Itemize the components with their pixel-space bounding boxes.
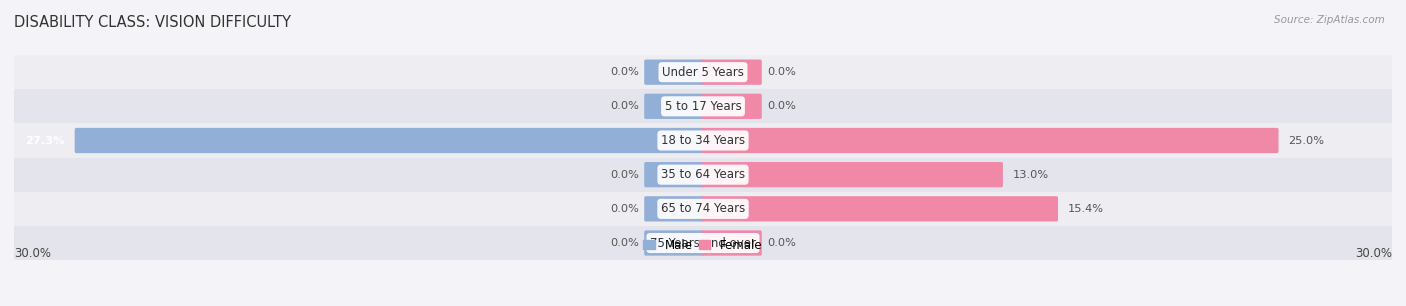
Text: 15.4%: 15.4% — [1069, 204, 1104, 214]
Text: 30.0%: 30.0% — [14, 247, 51, 260]
Text: 0.0%: 0.0% — [768, 67, 796, 77]
FancyBboxPatch shape — [644, 196, 704, 222]
Text: 5 to 17 Years: 5 to 17 Years — [665, 100, 741, 113]
Text: 0.0%: 0.0% — [610, 204, 638, 214]
FancyBboxPatch shape — [702, 94, 762, 119]
FancyBboxPatch shape — [702, 196, 1059, 222]
Text: 0.0%: 0.0% — [610, 67, 638, 77]
Text: 27.3%: 27.3% — [25, 136, 65, 146]
FancyBboxPatch shape — [644, 94, 704, 119]
FancyBboxPatch shape — [14, 55, 1392, 89]
Text: DISABILITY CLASS: VISION DIFFICULTY: DISABILITY CLASS: VISION DIFFICULTY — [14, 15, 291, 30]
Text: 0.0%: 0.0% — [610, 101, 638, 111]
Legend: Male, Female: Male, Female — [638, 234, 768, 256]
Text: Source: ZipAtlas.com: Source: ZipAtlas.com — [1274, 15, 1385, 25]
FancyBboxPatch shape — [702, 128, 1278, 153]
Text: 0.0%: 0.0% — [610, 238, 638, 248]
FancyBboxPatch shape — [644, 60, 704, 85]
Text: 0.0%: 0.0% — [768, 101, 796, 111]
FancyBboxPatch shape — [702, 60, 762, 85]
Text: Under 5 Years: Under 5 Years — [662, 66, 744, 79]
FancyBboxPatch shape — [644, 162, 704, 187]
FancyBboxPatch shape — [14, 158, 1392, 192]
FancyBboxPatch shape — [14, 123, 1392, 158]
Text: 35 to 64 Years: 35 to 64 Years — [661, 168, 745, 181]
Text: 0.0%: 0.0% — [610, 170, 638, 180]
Text: 0.0%: 0.0% — [768, 238, 796, 248]
Text: 65 to 74 Years: 65 to 74 Years — [661, 202, 745, 215]
FancyBboxPatch shape — [75, 128, 704, 153]
Text: 75 Years and over: 75 Years and over — [650, 237, 756, 249]
Text: 30.0%: 30.0% — [1355, 247, 1392, 260]
FancyBboxPatch shape — [14, 89, 1392, 123]
FancyBboxPatch shape — [14, 192, 1392, 226]
Text: 25.0%: 25.0% — [1289, 136, 1324, 146]
FancyBboxPatch shape — [644, 230, 704, 256]
FancyBboxPatch shape — [14, 226, 1392, 260]
Text: 18 to 34 Years: 18 to 34 Years — [661, 134, 745, 147]
Text: 13.0%: 13.0% — [1012, 170, 1049, 180]
FancyBboxPatch shape — [702, 162, 1002, 187]
FancyBboxPatch shape — [702, 230, 762, 256]
